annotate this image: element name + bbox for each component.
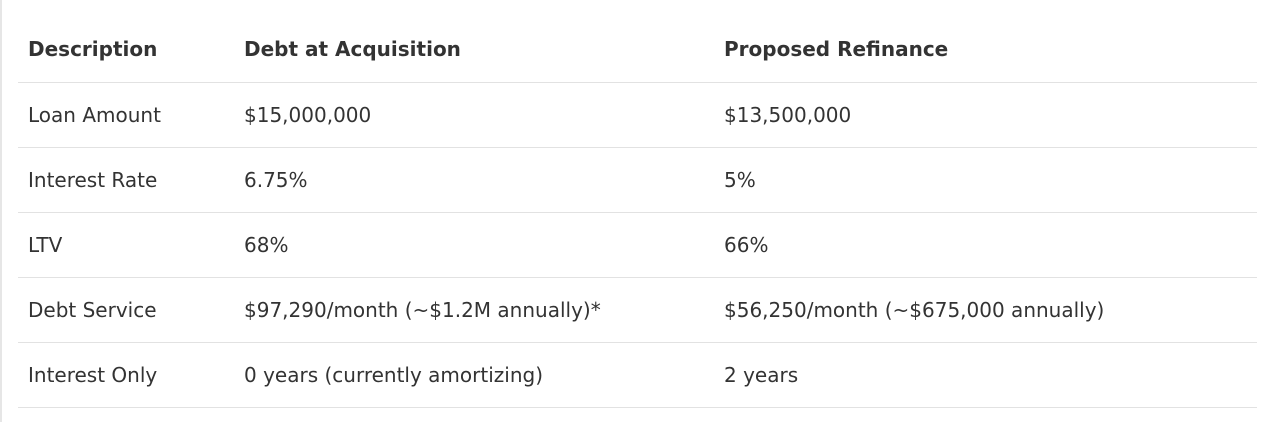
table-row: Loan Amount $15,000,000 $13,500,000 [18, 82, 1257, 148]
table-cell: Loan Amount [18, 82, 234, 148]
table-cell: 0 years (currently amortizing) [234, 342, 714, 408]
table-cell: 66% [714, 212, 1257, 278]
table-cell: Interest Rate [18, 147, 234, 213]
table-cell: 6.75% [234, 147, 714, 213]
table-cell: LTV [18, 212, 234, 278]
refinance-table: Description Debt at Acquisition Proposed R… [18, 16, 1257, 408]
table-row: LTV 68% 66% [18, 212, 1257, 278]
table-cell: $15,000,000 [234, 82, 714, 148]
left-border [0, 0, 2, 422]
header-cell: Debt at Acquisition [234, 16, 714, 83]
header-cell: Proposed Refinance [714, 16, 1257, 83]
table-cell: 68% [234, 212, 714, 278]
table-cell: Interest Only [18, 342, 234, 408]
header-cell: Description [18, 16, 234, 83]
table-row: Interest Rate 6.75% 5% [18, 147, 1257, 213]
table-cell: $56,250/month (~$675,000 annually) [714, 277, 1257, 343]
table-cell: Debt Service [18, 277, 234, 343]
table-cell: $97,290/month (~$1.2M annually)* [234, 277, 714, 343]
table-row: Debt Service $97,290/month (~$1.2M annual… [18, 277, 1257, 343]
table-body: Loan Amount $15,000,000 $13,500,000 Interes… [18, 82, 1257, 408]
table-cell: 5% [714, 147, 1257, 213]
table-row: Interest Only 0 years (currently amortizi… [18, 342, 1257, 408]
table-cell: 2 years [714, 342, 1257, 408]
header-row: Description Debt at Acquisition Proposed R… [18, 16, 1257, 83]
table-cell: $13,500,000 [714, 82, 1257, 148]
